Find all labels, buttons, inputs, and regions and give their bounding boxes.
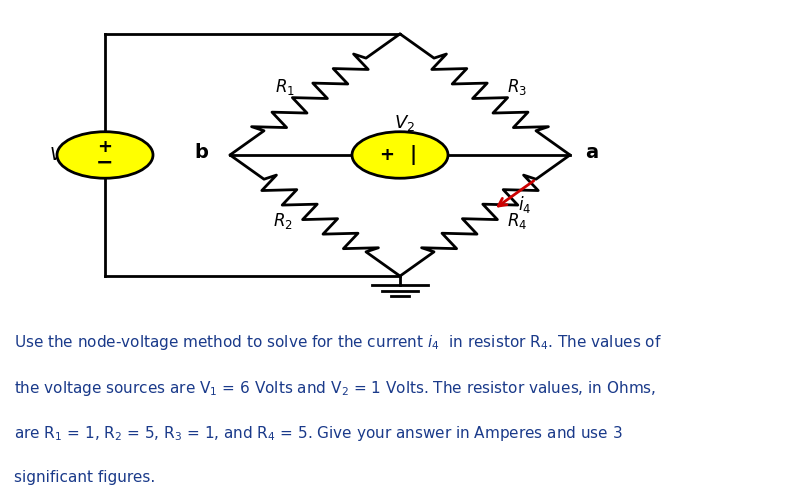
Text: $R_4$: $R_4$ [507, 212, 527, 231]
Text: significant figures.: significant figures. [14, 470, 155, 485]
Text: |: | [409, 145, 416, 165]
Text: b: b [194, 143, 208, 161]
Circle shape [352, 132, 448, 178]
Text: are R$_1$ = 1, R$_2$ = 5, R$_3$ = 1, and R$_4$ = 5. Give your answer in Amperes : are R$_1$ = 1, R$_2$ = 5, R$_3$ = 1, and… [14, 424, 623, 443]
Text: the voltage sources are V$_1$ = 6 Volts and V$_2$ = 1 Volts. The resistor values: the voltage sources are V$_1$ = 6 Volts … [14, 379, 657, 398]
Text: +: + [97, 138, 112, 156]
Text: +: + [380, 146, 395, 164]
Circle shape [57, 132, 153, 178]
Text: $V_2$: $V_2$ [395, 114, 416, 133]
Text: $i_4$: $i_4$ [518, 194, 532, 215]
Text: $R_1$: $R_1$ [275, 77, 295, 97]
Text: $R_2$: $R_2$ [273, 212, 293, 231]
Text: Use the node-voltage method to solve for the current $\mathit{i}_4$  in resistor: Use the node-voltage method to solve for… [14, 333, 662, 352]
Text: $R_3$: $R_3$ [507, 77, 527, 97]
Text: a: a [585, 143, 598, 161]
Text: $V_1$: $V_1$ [49, 145, 71, 165]
Text: −: − [96, 153, 114, 173]
